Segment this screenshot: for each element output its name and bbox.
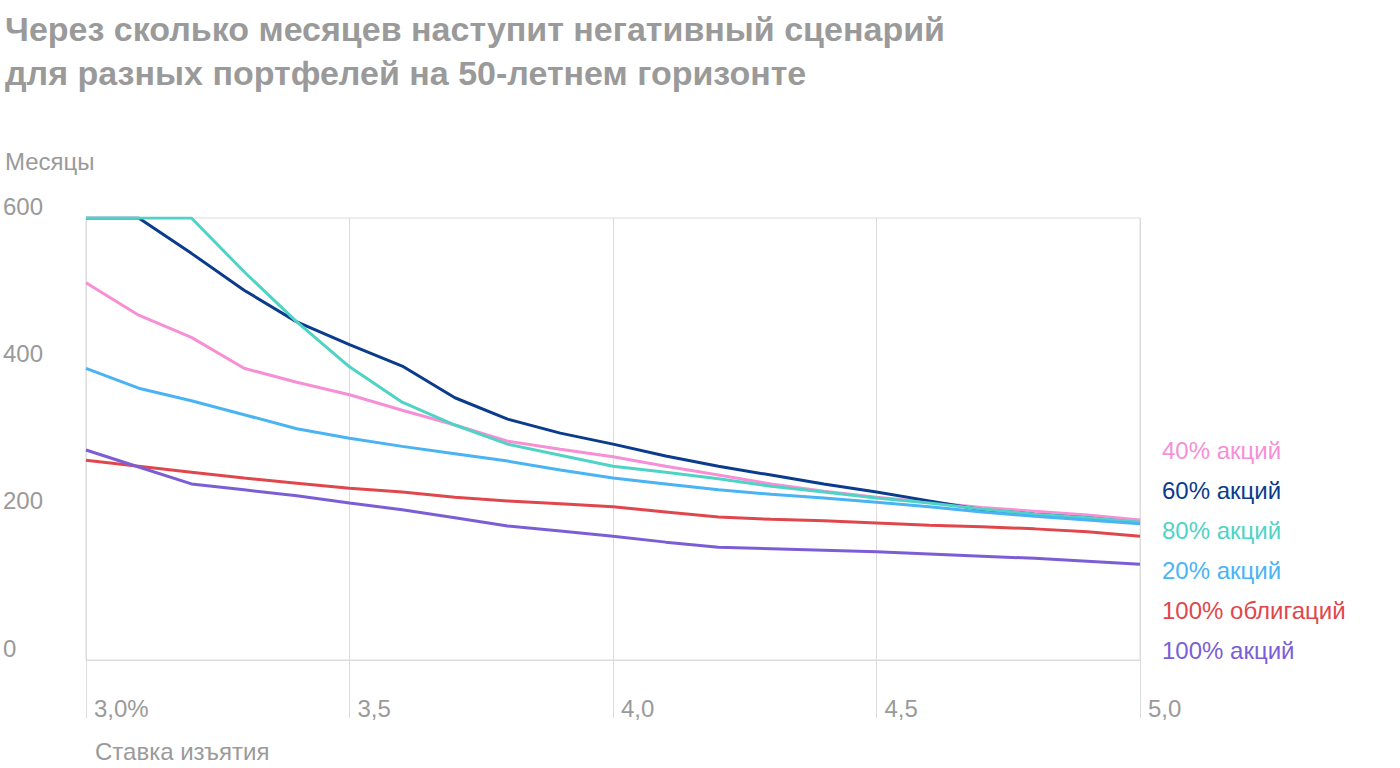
svg-text:600: 600: [3, 193, 43, 220]
svg-text:4,0: 4,0: [621, 695, 654, 722]
svg-text:3,5: 3,5: [358, 695, 391, 722]
svg-text:0: 0: [3, 635, 16, 662]
svg-text:3,0%: 3,0%: [94, 695, 149, 722]
svg-text:40% акций: 40% акций: [1162, 437, 1281, 464]
svg-text:Через сколько месяцев наступит: Через сколько месяцев наступит негативны…: [5, 10, 945, 48]
svg-text:200: 200: [3, 487, 43, 514]
svg-text:100% облигаций: 100% облигаций: [1162, 597, 1346, 624]
svg-text:4,5: 4,5: [885, 695, 918, 722]
svg-text:Ставка изъятия: Ставка изъятия: [95, 738, 269, 765]
svg-text:400: 400: [3, 340, 43, 367]
svg-text:для разных портфелей на 50-лет: для разных портфелей на 50-летнем горизо…: [5, 54, 806, 92]
svg-text:20% акций: 20% акций: [1162, 557, 1281, 584]
svg-text:100% акций: 100% акций: [1162, 637, 1294, 664]
svg-text:5,0: 5,0: [1148, 695, 1181, 722]
svg-text:60% акций: 60% акций: [1162, 477, 1281, 504]
svg-text:Месяцы: Месяцы: [5, 148, 95, 175]
svg-text:80% акций: 80% акций: [1162, 517, 1281, 544]
